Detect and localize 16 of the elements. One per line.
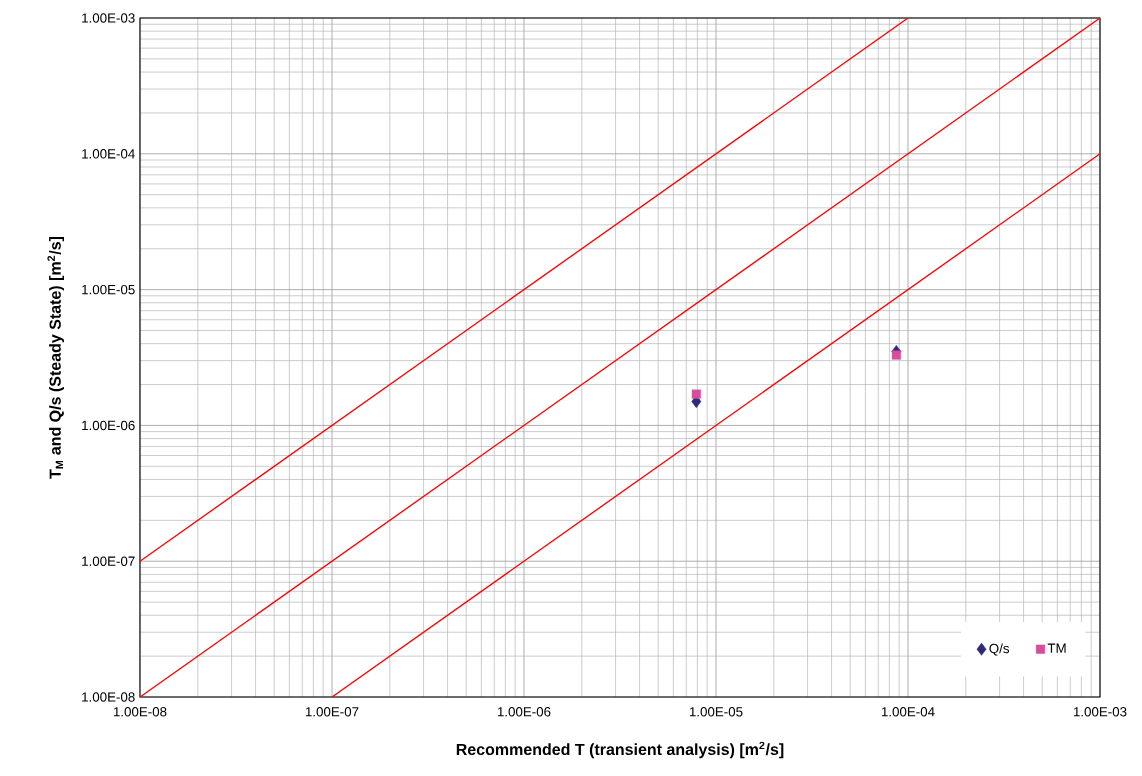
x-tick-label: 1.00E-07 — [305, 707, 359, 717]
x-tick-label: 1.00E-05 — [689, 707, 743, 717]
y-tick-label: 1.00E-04 — [82, 149, 135, 159]
y-tick-label: 1.00E-05 — [82, 284, 135, 295]
x-tick-label: 1.00E-06 — [497, 707, 551, 717]
legend-label: TM — [1047, 643, 1066, 653]
x-tick-label: 1.00E-03 — [1073, 707, 1127, 717]
y-tick-label: 1.00E-07 — [82, 556, 135, 566]
legend-label: Q/s — [989, 643, 1010, 656]
x-axis-title: Recommended T (transient analysis) [m$^{2}$/s] — [456, 741, 784, 759]
x-tick-label: 1.00E-08 — [113, 707, 167, 717]
y-tick-label: 1.00E-03 — [82, 13, 135, 23]
y-axis-title: T$_{M}$ and Q/s (Steady State) [m$^{2}$/s] — [47, 236, 65, 479]
y-tick-label: 1.00E-08 — [82, 692, 135, 702]
y-tick-label: 1.00E-06 — [82, 420, 135, 431]
x-tick-label: 1.00E-04 — [881, 707, 935, 717]
